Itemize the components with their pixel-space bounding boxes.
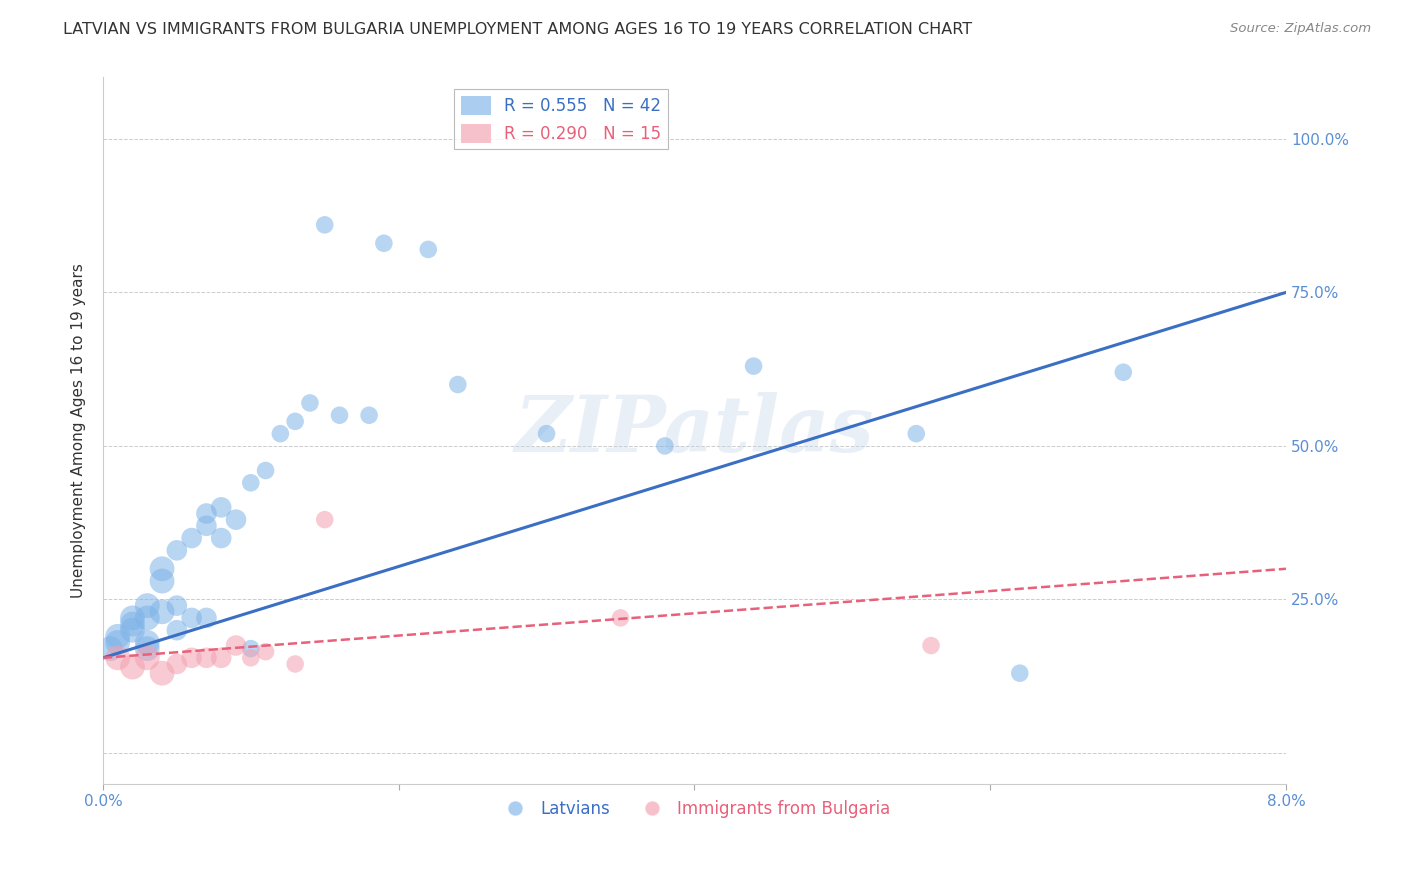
Point <box>418 243 440 257</box>
Point <box>609 611 631 625</box>
Point <box>180 611 202 625</box>
Point <box>136 650 159 665</box>
Point <box>180 650 202 665</box>
Point <box>209 531 232 545</box>
Point <box>150 574 173 588</box>
Point <box>298 396 321 410</box>
Point <box>1008 666 1031 681</box>
Point <box>1112 365 1135 379</box>
Point <box>195 507 218 521</box>
Point <box>239 641 262 656</box>
Point <box>284 414 307 428</box>
Point <box>150 562 173 576</box>
Point <box>136 641 159 656</box>
Point <box>98 641 121 656</box>
Point <box>121 611 143 625</box>
Point <box>239 650 262 665</box>
Point <box>742 359 765 373</box>
Point <box>905 426 928 441</box>
Point <box>373 236 395 251</box>
Point <box>209 500 232 515</box>
Point <box>359 409 381 423</box>
Text: Source: ZipAtlas.com: Source: ZipAtlas.com <box>1230 22 1371 36</box>
Point <box>166 657 188 671</box>
Text: LATVIAN VS IMMIGRANTS FROM BULGARIA UNEMPLOYMENT AMONG AGES 16 TO 19 YEARS CORRE: LATVIAN VS IMMIGRANTS FROM BULGARIA UNEM… <box>63 22 973 37</box>
Point <box>166 543 188 558</box>
Point <box>121 660 143 674</box>
Point <box>536 426 558 441</box>
Point <box>107 635 129 649</box>
Point <box>195 611 218 625</box>
Point <box>654 439 676 453</box>
Point <box>328 409 350 423</box>
Point <box>150 666 173 681</box>
Point <box>209 650 232 665</box>
Legend: Latvians, Immigrants from Bulgaria: Latvians, Immigrants from Bulgaria <box>492 794 897 825</box>
Point <box>269 426 291 441</box>
Point <box>166 623 188 637</box>
Point <box>150 605 173 619</box>
Point <box>121 623 143 637</box>
Point <box>107 650 129 665</box>
Y-axis label: Unemployment Among Ages 16 to 19 years: Unemployment Among Ages 16 to 19 years <box>72 263 86 598</box>
Point <box>166 599 188 613</box>
Point <box>107 629 129 643</box>
Point <box>136 635 159 649</box>
Point <box>314 218 336 232</box>
Point <box>225 639 247 653</box>
Point <box>195 518 218 533</box>
Point <box>136 599 159 613</box>
Point <box>136 611 159 625</box>
Text: ZIPatlas: ZIPatlas <box>515 392 875 469</box>
Point <box>920 639 942 653</box>
Point <box>180 531 202 545</box>
Point <box>225 513 247 527</box>
Point <box>121 617 143 632</box>
Point <box>314 513 336 527</box>
Point <box>254 645 277 659</box>
Point <box>284 657 307 671</box>
Point <box>447 377 470 392</box>
Point <box>239 475 262 490</box>
Point <box>254 463 277 477</box>
Point <box>195 650 218 665</box>
